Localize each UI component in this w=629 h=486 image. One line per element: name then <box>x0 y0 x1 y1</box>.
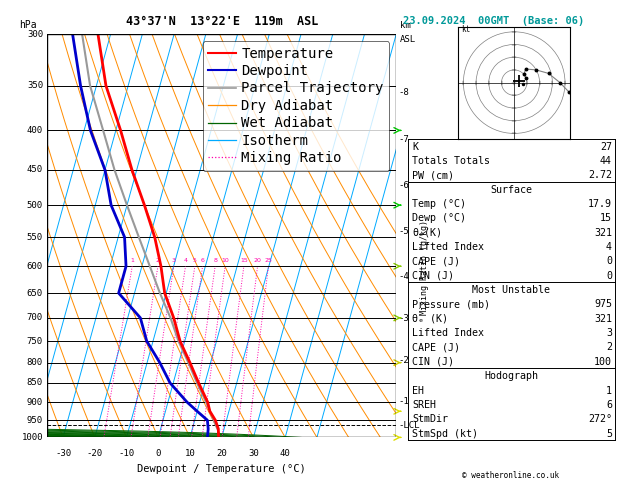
Text: 23.09.2024  00GMT  (Base: 06): 23.09.2024 00GMT (Base: 06) <box>403 16 584 26</box>
Text: kt: kt <box>461 25 470 34</box>
Text: 500: 500 <box>27 201 43 209</box>
Text: Most Unstable: Most Unstable <box>472 285 550 295</box>
Text: -6: -6 <box>398 181 409 191</box>
Text: PW (cm): PW (cm) <box>412 171 454 180</box>
Text: 1: 1 <box>606 385 612 396</box>
Legend: Temperature, Dewpoint, Parcel Trajectory, Dry Adiabat, Wet Adiabat, Isotherm, Mi: Temperature, Dewpoint, Parcel Trajectory… <box>203 41 389 171</box>
Text: -7: -7 <box>398 135 409 144</box>
Text: Hodograph: Hodograph <box>484 371 538 381</box>
Text: 44: 44 <box>600 156 612 166</box>
Text: 6: 6 <box>606 400 612 410</box>
Text: -1: -1 <box>398 397 409 406</box>
Text: -20: -20 <box>87 449 103 458</box>
Text: 30: 30 <box>248 449 259 458</box>
Text: Lifted Index: Lifted Index <box>412 242 484 252</box>
Text: 15: 15 <box>600 213 612 224</box>
Text: 2.72: 2.72 <box>588 171 612 180</box>
Text: 25: 25 <box>265 258 272 263</box>
Text: 100: 100 <box>594 357 612 367</box>
Text: 15: 15 <box>240 258 248 263</box>
Text: -4: -4 <box>398 272 409 280</box>
Text: 8: 8 <box>213 258 217 263</box>
Text: 5: 5 <box>606 429 612 438</box>
Text: 20: 20 <box>216 449 227 458</box>
Text: CIN (J): CIN (J) <box>412 357 454 367</box>
Text: -8: -8 <box>398 88 409 97</box>
Text: 400: 400 <box>27 126 43 135</box>
Text: © weatheronline.co.uk: © weatheronline.co.uk <box>462 471 559 480</box>
Text: 600: 600 <box>27 262 43 271</box>
Text: 20: 20 <box>253 258 262 263</box>
Text: θₑ(K): θₑ(K) <box>412 228 442 238</box>
Text: 4: 4 <box>606 242 612 252</box>
Text: 4: 4 <box>184 258 187 263</box>
Text: 1000: 1000 <box>21 433 43 442</box>
Text: Dewp (°C): Dewp (°C) <box>412 213 466 224</box>
Text: 321: 321 <box>594 314 612 324</box>
Text: 975: 975 <box>594 299 612 310</box>
Text: 43°37'N  13°22'E  119m  ASL: 43°37'N 13°22'E 119m ASL <box>126 15 318 28</box>
Text: 950: 950 <box>27 416 43 425</box>
Text: 27: 27 <box>600 142 612 152</box>
Text: 750: 750 <box>27 336 43 346</box>
Text: hPa: hPa <box>19 20 36 30</box>
Text: StmSpd (kt): StmSpd (kt) <box>412 429 478 438</box>
Text: 650: 650 <box>27 289 43 297</box>
Text: 800: 800 <box>27 358 43 367</box>
Text: 0: 0 <box>606 257 612 266</box>
Text: Lifted Index: Lifted Index <box>412 328 484 338</box>
Text: CAPE (J): CAPE (J) <box>412 343 460 352</box>
Text: 5: 5 <box>193 258 197 263</box>
Text: K: K <box>412 142 418 152</box>
Text: 2: 2 <box>156 258 160 263</box>
Text: 2: 2 <box>606 343 612 352</box>
Text: Temp (°C): Temp (°C) <box>412 199 466 209</box>
Text: 350: 350 <box>27 81 43 90</box>
Text: CIN (J): CIN (J) <box>412 271 454 281</box>
Text: km: km <box>400 21 411 30</box>
Text: CAPE (J): CAPE (J) <box>412 257 460 266</box>
Text: -30: -30 <box>55 449 71 458</box>
Text: θₑ (K): θₑ (K) <box>412 314 448 324</box>
Text: 272°: 272° <box>588 414 612 424</box>
Text: ASL: ASL <box>400 35 416 44</box>
Text: 300: 300 <box>27 30 43 38</box>
Text: 1: 1 <box>130 258 134 263</box>
Text: Totals Totals: Totals Totals <box>412 156 490 166</box>
Text: EH: EH <box>412 385 424 396</box>
Text: 0: 0 <box>606 271 612 281</box>
Text: -2: -2 <box>398 356 409 365</box>
Text: 850: 850 <box>27 379 43 387</box>
Text: 10: 10 <box>221 258 229 263</box>
Text: 900: 900 <box>27 398 43 407</box>
Text: Surface: Surface <box>491 185 532 195</box>
Text: 3: 3 <box>172 258 176 263</box>
Text: -LCL: -LCL <box>398 421 420 430</box>
Text: SREH: SREH <box>412 400 436 410</box>
Text: 3: 3 <box>606 328 612 338</box>
Text: 0: 0 <box>155 449 161 458</box>
Text: -5: -5 <box>398 227 409 236</box>
Text: 550: 550 <box>27 233 43 242</box>
Text: 6: 6 <box>201 258 204 263</box>
Text: Dewpoint / Temperature (°C): Dewpoint / Temperature (°C) <box>137 464 306 474</box>
Text: 40: 40 <box>280 449 291 458</box>
Text: 10: 10 <box>185 449 196 458</box>
Text: 321: 321 <box>594 228 612 238</box>
Text: Mixing Ratio (g/kg): Mixing Ratio (g/kg) <box>420 221 429 315</box>
Text: StmDir: StmDir <box>412 414 448 424</box>
Text: -10: -10 <box>118 449 135 458</box>
Text: 17.9: 17.9 <box>588 199 612 209</box>
Text: 700: 700 <box>27 313 43 322</box>
Text: 450: 450 <box>27 165 43 174</box>
Text: -3: -3 <box>398 314 409 323</box>
Text: Pressure (mb): Pressure (mb) <box>412 299 490 310</box>
